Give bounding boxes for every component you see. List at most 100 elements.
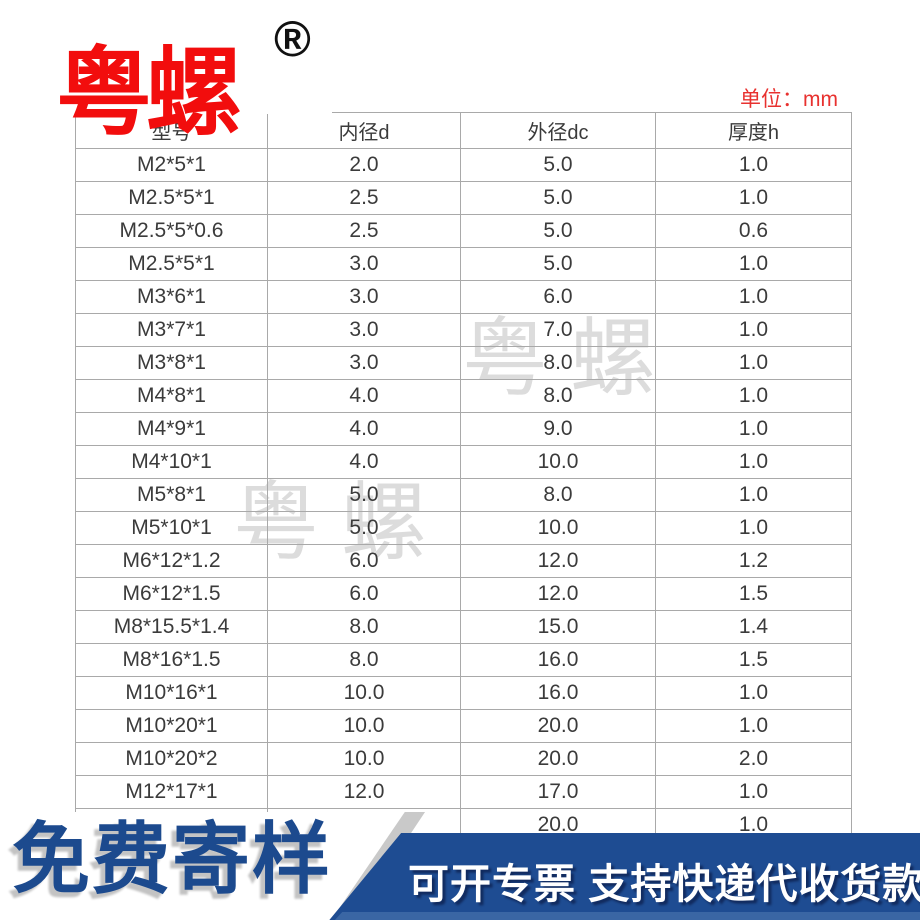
table-cell: 8.0 (460, 379, 656, 413)
table-cell: 1.0 (655, 280, 852, 314)
table-cell: M12*17*1 (75, 775, 268, 809)
table-cell: 10.0 (460, 511, 656, 545)
table-row: M10*16*1 10.0 16.0 1.0 (75, 676, 852, 710)
table-cell: 1.5 (655, 643, 852, 677)
table-cell: M2.5*5*0.6 (75, 214, 268, 248)
table-cell: M2.5*5*1 (75, 247, 268, 281)
table-cell: M3*8*1 (75, 346, 268, 380)
table-row: M8*16*1.5 8.0 16.0 1.5 (75, 643, 852, 677)
table-cell: 12.0 (460, 544, 656, 578)
table-cell: M6*12*1.5 (75, 577, 268, 611)
bottom-banner: 免费寄样 可开专票 支持快递代收货款 (0, 812, 920, 920)
table-cell: 10.0 (460, 445, 656, 479)
table-cell: 2.5 (267, 181, 461, 215)
table-cell: 5.0 (460, 247, 656, 281)
table-cell: 5.0 (267, 511, 461, 545)
table-cell: 5.0 (460, 148, 656, 182)
table-cell: 3.0 (267, 346, 461, 380)
table-cell: M2*5*1 (75, 148, 268, 182)
table-cell: 1.0 (655, 478, 852, 512)
table-cell: 1.0 (655, 676, 852, 710)
table-cell: 8.0 (460, 478, 656, 512)
table-cell: 1.0 (655, 181, 852, 215)
table-row: M5*8*1 5.0 8.0 1.0 (75, 478, 852, 512)
table-cell: M10*20*2 (75, 742, 268, 776)
table-cell: 2.0 (655, 742, 852, 776)
table-cell: 15.0 (460, 610, 656, 644)
table-row: M12*17*1 12.0 17.0 1.0 (75, 775, 852, 809)
table-row: M4*9*1 4.0 9.0 1.0 (75, 412, 852, 446)
table-cell: 4.0 (267, 412, 461, 446)
brand-logo: 粤螺 ® (48, 10, 332, 142)
table-cell: 20.0 (460, 709, 656, 743)
table-cell: 1.0 (655, 511, 852, 545)
table-cell: 1.0 (655, 709, 852, 743)
table-cell: 1.0 (655, 445, 852, 479)
table-cell: M8*16*1.5 (75, 643, 268, 677)
table-cell: M5*8*1 (75, 478, 268, 512)
table-cell: 10.0 (267, 742, 461, 776)
table-cell: 9.0 (460, 412, 656, 446)
table-row: M4*8*1 4.0 8.0 1.0 (75, 379, 852, 413)
table-cell: M5*10*1 (75, 511, 268, 545)
unit-label: 单位：mm (740, 88, 838, 111)
table-cell: M4*8*1 (75, 379, 268, 413)
header-inner-diameter: 内径d (267, 112, 461, 149)
table-cell: 12.0 (460, 577, 656, 611)
table-cell: 1.0 (655, 313, 852, 347)
table-row: M6*12*1.2 6.0 12.0 1.2 (75, 544, 852, 578)
table-cell: 1.0 (655, 775, 852, 809)
table-cell: 3.0 (267, 247, 461, 281)
table-cell: 16.0 (460, 676, 656, 710)
table-cell: M4*10*1 (75, 445, 268, 479)
table-cell: 3.0 (267, 280, 461, 314)
header-thickness: 厚度h (655, 112, 852, 149)
brand-logo-text: 粤螺 (56, 40, 242, 147)
table-header-row: 型号 内径d 外径dc 厚度h (75, 112, 852, 149)
table-cell: 1.0 (655, 148, 852, 182)
table-cell: 5.0 (267, 478, 461, 512)
table-cell: 16.0 (460, 643, 656, 677)
table-cell: M4*9*1 (75, 412, 268, 446)
banner-blue-area (329, 833, 920, 920)
registered-trademark-icon: ® (274, 11, 311, 67)
table-row: M4*10*1 4.0 10.0 1.0 (75, 445, 852, 479)
table-cell: 8.0 (267, 610, 461, 644)
table-cell: M6*12*1.2 (75, 544, 268, 578)
table-cell: 3.0 (267, 313, 461, 347)
spec-table: 型号 内径d 外径dc 厚度h M2*5*1 2.0 5.0 1.0 M2.5*5*1 2… (75, 112, 852, 842)
table-cell: 10.0 (267, 676, 461, 710)
table-cell: 2.5 (267, 214, 461, 248)
banner-white-area (0, 812, 407, 920)
table-cell: 17.0 (460, 775, 656, 809)
table-cell: 4.0 (267, 445, 461, 479)
table-cell: 20.0 (460, 742, 656, 776)
table-cell: M10*16*1 (75, 676, 268, 710)
table-cell: M3*6*1 (75, 280, 268, 314)
free-sample-text: 免费寄样 (12, 815, 333, 903)
table-cell: 0.6 (655, 214, 852, 248)
table-row: M3*8*1 3.0 8.0 1.0 (75, 346, 852, 380)
table-row: M8*15.5*1.4 8.0 15.0 1.4 (75, 610, 852, 644)
table-row: M3*6*1 3.0 6.0 1.0 (75, 280, 852, 314)
table-row: M3*7*1 3.0 7.0 1.0 (75, 313, 852, 347)
table-cell: 1.4 (655, 610, 852, 644)
table-cell: 5.0 (460, 214, 656, 248)
table-row: M10*20*2 10.0 20.0 2.0 (75, 742, 852, 776)
table-cell: 10.0 (267, 709, 461, 743)
table-cell: M8*15.5*1.4 (75, 610, 268, 644)
table-cell: 1.0 (655, 346, 852, 380)
table-cell: 12.0 (267, 775, 461, 809)
table-cell: 4.0 (267, 379, 461, 413)
invoice-cod-text: 可开专票 支持快递代收货款 (408, 861, 920, 907)
table-row: M5*10*1 5.0 10.0 1.0 (75, 511, 852, 545)
header-outer-diameter: 外径dc (460, 112, 656, 149)
table-row: M2.5*5*0.6 2.5 5.0 0.6 (75, 214, 852, 248)
table-row: M2*5*1 2.0 5.0 1.0 (75, 148, 852, 182)
table-cell: 7.0 (460, 313, 656, 347)
table-cell: M10*20*1 (75, 709, 268, 743)
table-cell: 2.0 (267, 148, 461, 182)
table-cell: 5.0 (460, 181, 656, 215)
table-cell: 1.0 (655, 412, 852, 446)
